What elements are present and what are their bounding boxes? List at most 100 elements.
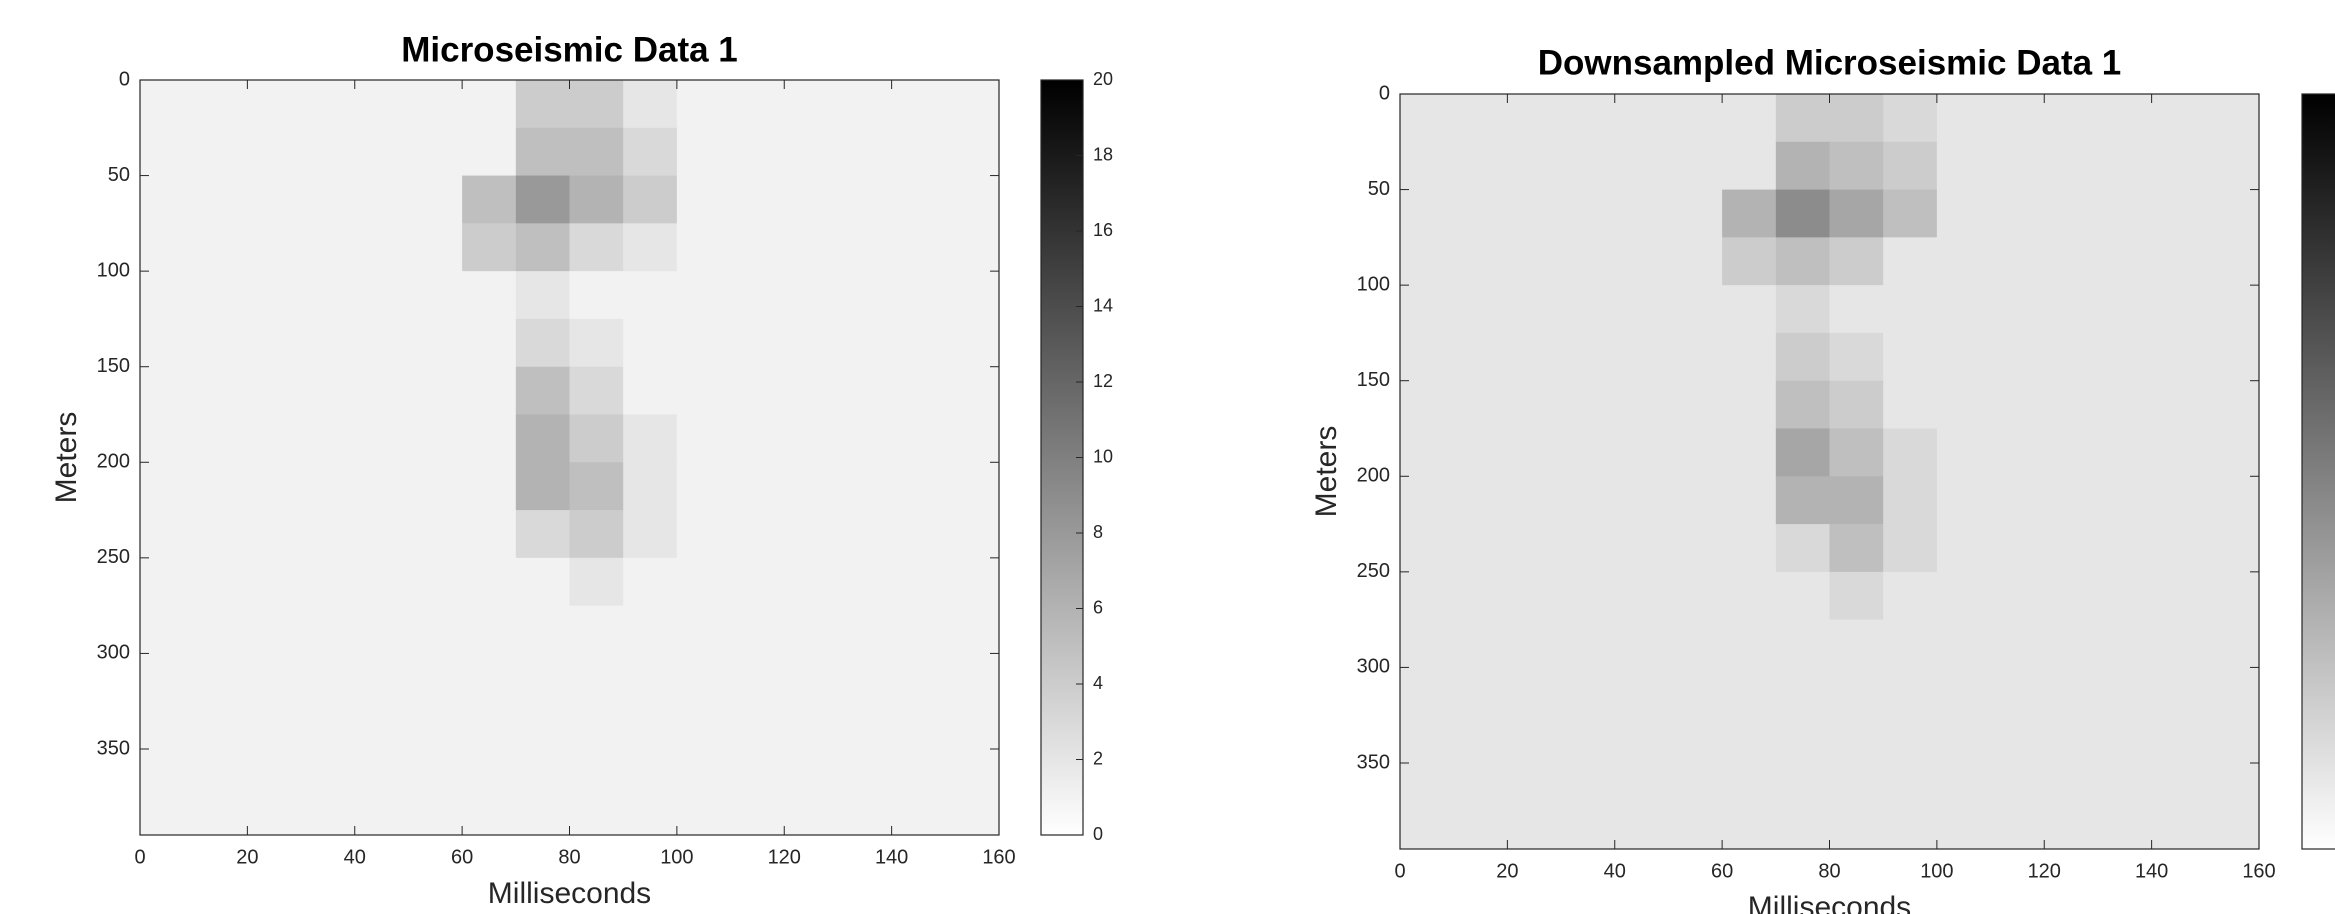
heatmap-cell [891,510,946,559]
heatmap-cell [1722,189,1777,238]
heatmap-cell [462,796,517,836]
heatmap-cell [1829,571,1884,621]
heatmap-cell [891,223,946,272]
heatmap-cell [2044,571,2099,621]
heatmap-cell [354,80,409,129]
heatmap-cell [1614,285,1669,334]
heatmap-cell [623,414,678,463]
heatmap-cell [140,557,195,607]
heatmap-cell [193,414,248,463]
heatmap-cell [1561,762,1616,812]
heatmap-cell [1614,810,1669,850]
heatmap-cell [623,510,678,559]
heatmap-cell [1507,285,1562,334]
heatmap-cell [2097,762,2153,812]
heatmap-cell [2205,141,2260,191]
heatmap-cell [1614,667,1669,716]
heatmap-cell [301,653,356,702]
heatmap-cell [1990,285,2045,334]
heatmap-cell [1668,141,1723,191]
heatmap-cell [301,80,356,129]
heatmap-cell [354,701,409,750]
heatmap-cell [1775,715,1830,764]
heatmap-cell [1507,762,1562,812]
x-tick-label: 40 [1604,860,1626,882]
heatmap-cell [1614,332,1669,382]
heatmap-cell [1507,189,1562,238]
heatmap-cell [1883,141,1938,191]
heatmap-cell [1668,332,1723,382]
heatmap-cell [623,175,678,224]
heatmap-cell [354,223,409,272]
heatmap-cell [515,223,570,272]
heatmap-cell [1722,571,1777,621]
heatmap-cell [837,366,893,415]
heatmap-cell [1775,524,1830,573]
heatmap-cell [730,557,785,607]
heatmap-cell [730,318,785,368]
heatmap-cell [837,701,893,750]
heatmap-cell [945,796,1000,836]
y-tick-label: 250 [97,546,130,568]
heatmap-cell [730,510,785,559]
heatmap-cell [408,80,463,129]
heatmap-cell [247,366,302,415]
heatmap-cell [140,175,195,224]
heatmap-cell [1775,237,1830,286]
heatmap-cell [891,462,946,511]
y-tick-label: 200 [97,451,130,473]
heatmap-cell [945,557,1000,607]
heatmap-cell [193,175,248,224]
heatmap-cell [2044,762,2099,812]
heatmap-cell [1507,715,1562,764]
heatmap-cell [1453,189,1508,238]
heatmap-cell [408,462,463,511]
heatmap [140,80,1000,836]
heatmap-cell [1829,380,1884,429]
heatmap-cell [354,414,409,463]
y-axis-label: Meters [1310,426,1343,518]
heatmap-cell [2151,524,2206,573]
heatmap-cell [837,175,893,224]
heatmap-cell [837,605,893,654]
heatmap-cell [1453,141,1508,191]
heatmap-cell [837,557,893,607]
heatmap-cell [2097,141,2153,191]
y-tick-label: 300 [1357,656,1390,678]
heatmap-cell [1453,524,1508,573]
x-tick-label: 160 [982,846,1015,868]
heatmap-cell [1883,571,1938,621]
heatmap-cell [515,701,570,750]
heatmap-cell [1936,237,1992,286]
heatmap-cell [623,366,678,415]
x-tick-label: 140 [875,846,908,868]
heatmap-cell [1829,715,1884,764]
heatmap-cell [2205,428,2260,477]
heatmap-cell [1936,94,1992,143]
heatmap-cell [1722,285,1777,334]
heatmap-cell [1775,380,1830,429]
colorbar-tick-label: 2 [1093,748,1103,768]
heatmap-cell [354,127,409,177]
heatmap-cell [1829,476,1884,525]
heatmap-cell [569,653,624,702]
heatmap-cell [730,80,785,129]
heatmap-cell [1400,189,1455,238]
heatmap-cell [1614,571,1669,621]
heatmap-cell [1668,524,1723,573]
heatmap-cell [408,175,463,224]
heatmap-cell [1883,715,1938,764]
colorbar-tick-label: 4 [1093,673,1103,693]
heatmap-cell [945,271,1000,320]
heatmap-cell [676,223,732,272]
heatmap-cell [1614,237,1669,286]
heatmap-cell [408,605,463,654]
heatmap-cell [2205,667,2260,716]
heatmap-cell [2205,810,2260,850]
heatmap-cell [408,653,463,702]
heatmap-cell [193,127,248,177]
heatmap-cell [301,414,356,463]
heatmap-cell [945,748,1000,798]
heatmap-cell [1561,667,1616,716]
heatmap-cell [837,127,893,177]
